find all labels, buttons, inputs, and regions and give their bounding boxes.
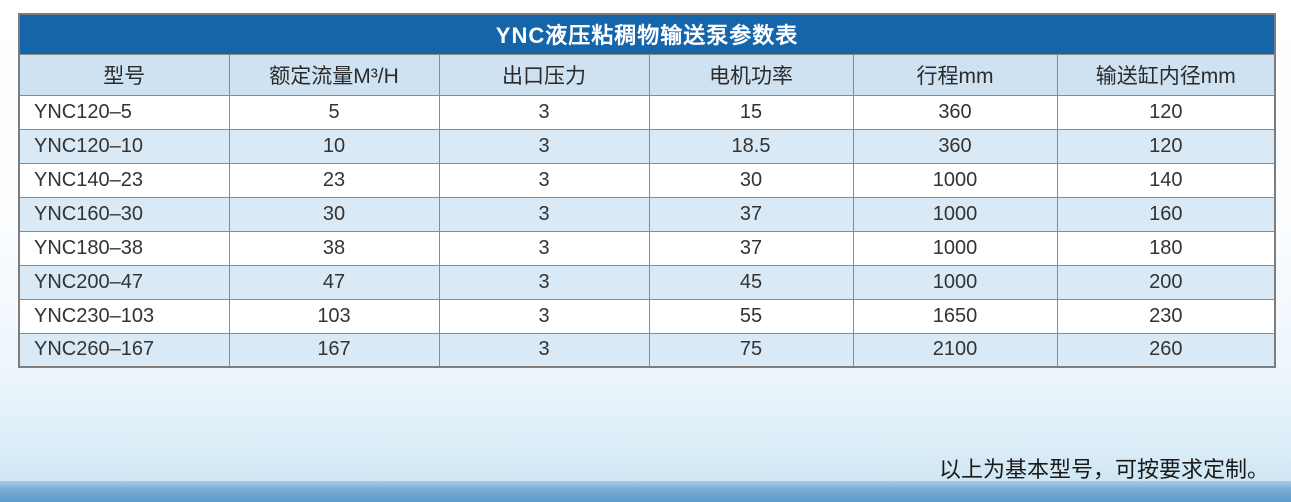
model-cell: YNC120–10	[18, 128, 230, 164]
table-row: YNC120–10 10 3 18.5 360 120	[18, 128, 1276, 164]
value-cell: 3	[438, 230, 650, 266]
model-cell: YNC180–38	[18, 230, 230, 266]
table-body: YNC120–5 5 3 15 360 120 YNC120–10 10 3 18.5 360 120…	[18, 94, 1276, 368]
table-row: YNC160–30 30 3 37 1000 160	[18, 196, 1276, 232]
header-row: 型号 额定流量M³/H 出口压力 电机功率 行程mm 输送缸内径mm	[18, 53, 1276, 96]
column-header: 型号	[18, 53, 230, 96]
table-title: YNC液压粘稠物输送泵参数表	[18, 13, 1276, 55]
table-row: YNC140–23 23 3 30 1000 140	[18, 162, 1276, 198]
value-cell: 120	[1056, 94, 1276, 130]
value-cell: 30	[648, 162, 854, 198]
footer-note: 以上为基本型号，可按要求定制。	[938, 457, 1269, 482]
model-cell: YNC200–47	[18, 264, 230, 300]
value-cell: 30	[228, 196, 440, 232]
value-cell: 3	[438, 332, 650, 368]
value-cell: 3	[438, 196, 650, 232]
value-cell: 18.5	[648, 128, 854, 164]
value-cell: 1000	[852, 162, 1058, 198]
table-row: YNC230–103 103 3 55 1650 230	[18, 298, 1276, 334]
column-header: 出口压力	[438, 53, 650, 96]
bottom-decoration-strip	[0, 481, 1291, 502]
value-cell: 360	[852, 128, 1058, 164]
value-cell: 3	[438, 264, 650, 300]
value-cell: 3	[438, 128, 650, 164]
value-cell: 103	[228, 298, 440, 334]
pump-parameter-table: YNC液压粘稠物输送泵参数表 型号 额定流量M³/H 出口压力 电机功率 行程mm 输送缸…	[18, 13, 1277, 368]
model-cell: YNC120–5	[18, 94, 230, 130]
value-cell: 1000	[852, 230, 1058, 266]
value-cell: 47	[228, 264, 440, 300]
table-row: YNC120–5 5 3 15 360 120	[18, 94, 1276, 130]
table-title-row: YNC液压粘稠物输送泵参数表	[18, 13, 1276, 55]
column-header: 电机功率	[648, 53, 854, 96]
value-cell: 120	[1056, 128, 1276, 164]
value-cell: 10	[228, 128, 440, 164]
value-cell: 160	[1056, 196, 1276, 232]
value-cell: 15	[648, 94, 854, 130]
table-row: YNC200–47 47 3 45 1000 200	[18, 264, 1276, 300]
table-row: YNC260–167 167 3 75 2100 260	[18, 332, 1276, 368]
value-cell: 260	[1056, 332, 1276, 368]
pump-parameter-table-container: YNC液压粘稠物输送泵参数表 型号 额定流量M³/H 出口压力 电机功率 行程mm 输送缸…	[18, 13, 1277, 368]
value-cell: 1000	[852, 264, 1058, 300]
value-cell: 1650	[852, 298, 1058, 334]
model-cell: YNC260–167	[18, 332, 230, 368]
value-cell: 1000	[852, 196, 1058, 232]
value-cell: 2100	[852, 332, 1058, 368]
value-cell: 167	[228, 332, 440, 368]
value-cell: 3	[438, 94, 650, 130]
column-header: 额定流量M³/H	[228, 53, 440, 96]
value-cell: 23	[228, 162, 440, 198]
value-cell: 37	[648, 230, 854, 266]
value-cell: 5	[228, 94, 440, 130]
model-cell: YNC140–23	[18, 162, 230, 198]
column-header: 行程mm	[852, 53, 1058, 96]
model-cell: YNC160–30	[18, 196, 230, 232]
value-cell: 140	[1056, 162, 1276, 198]
value-cell: 3	[438, 162, 650, 198]
value-cell: 3	[438, 298, 650, 334]
model-cell: YNC230–103	[18, 298, 230, 334]
table-row: YNC180–38 38 3 37 1000 180	[18, 230, 1276, 266]
value-cell: 45	[648, 264, 854, 300]
value-cell: 180	[1056, 230, 1276, 266]
value-cell: 200	[1056, 264, 1276, 300]
value-cell: 37	[648, 196, 854, 232]
column-header: 输送缸内径mm	[1056, 53, 1276, 96]
value-cell: 360	[852, 94, 1058, 130]
value-cell: 38	[228, 230, 440, 266]
value-cell: 230	[1056, 298, 1276, 334]
value-cell: 55	[648, 298, 854, 334]
value-cell: 75	[648, 332, 854, 368]
